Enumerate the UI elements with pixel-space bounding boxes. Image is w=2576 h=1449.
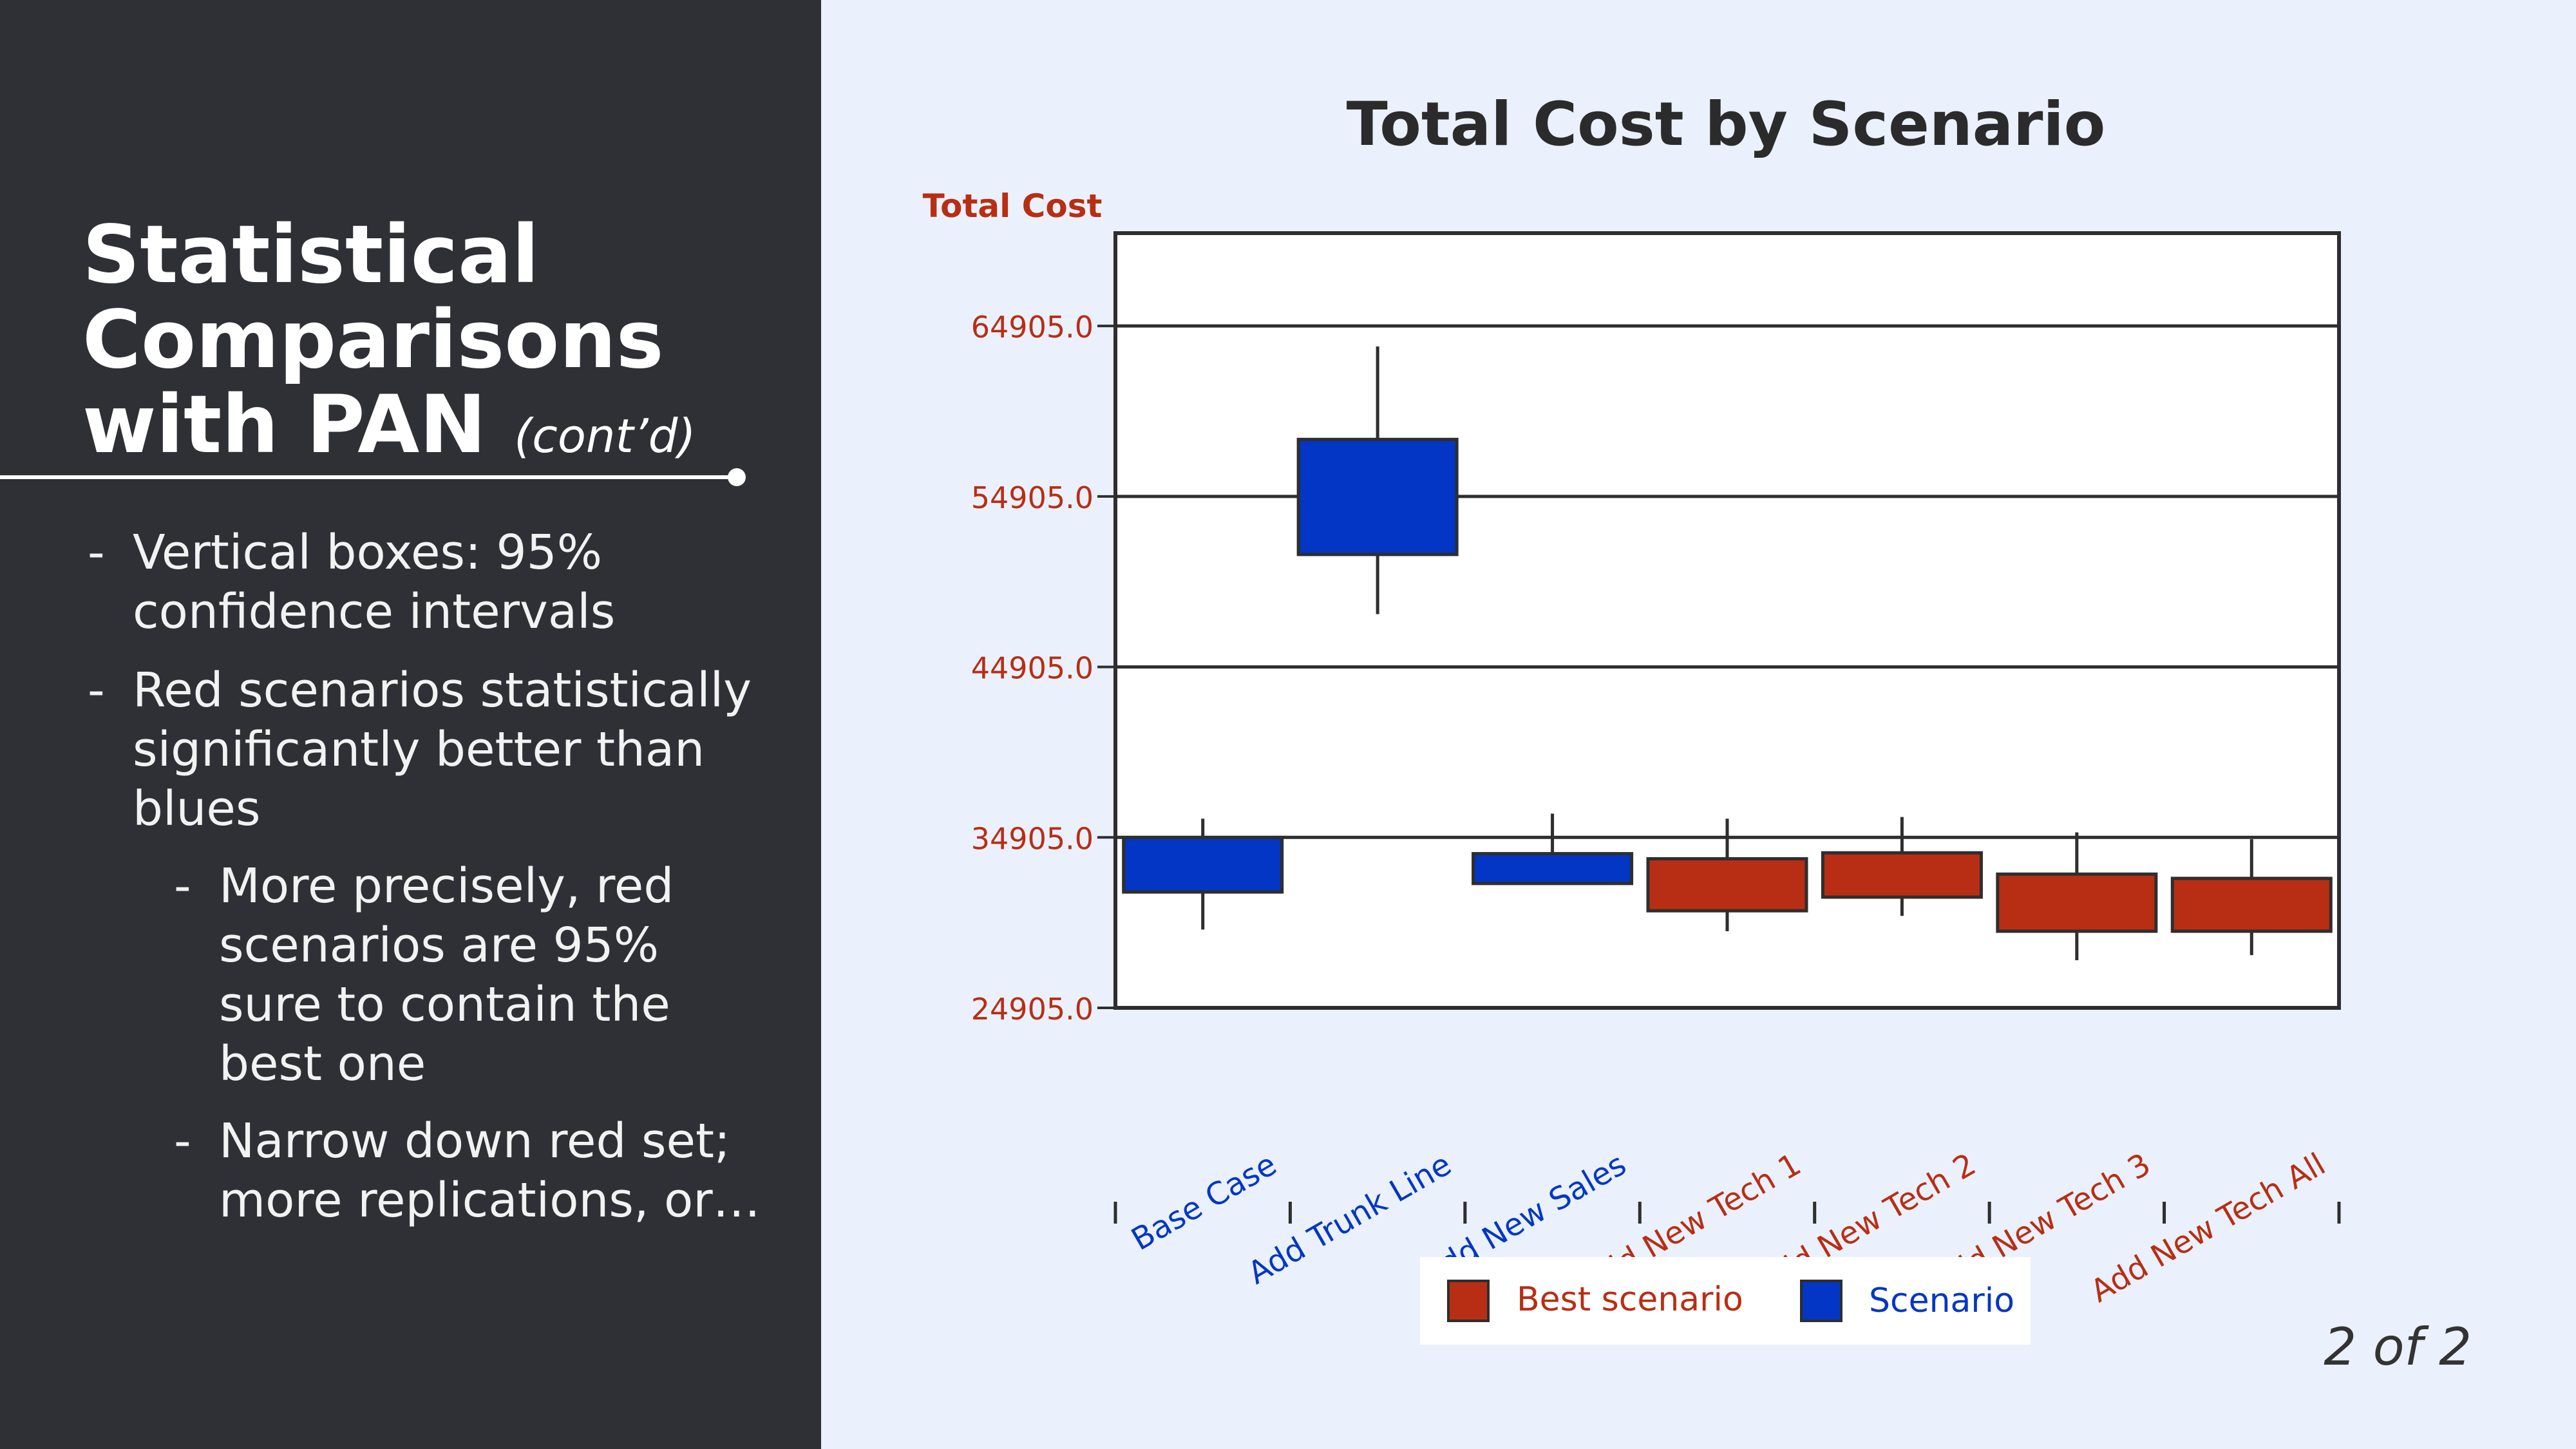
legend-label-scenario: Scenario — [1869, 1282, 2015, 1320]
bullet-item: - Red scenarios statistically significan… — [88, 661, 783, 838]
slide-title: Statistical Comparisons with PAN (cont’d… — [82, 213, 791, 478]
legend-label-best: Best scenario — [1517, 1280, 1743, 1319]
title-divider-dot — [728, 468, 746, 486]
bullet-text: Red scenarios statistically significantl… — [133, 663, 752, 837]
bullet-text: Vertical boxes: 95% confidence intervals — [133, 525, 616, 639]
y-tick-label: 44905.0 — [971, 651, 1094, 686]
y-tick-label: 34905.0 — [971, 821, 1094, 856]
confidence-box — [1472, 852, 1634, 886]
confidence-box — [1122, 835, 1284, 894]
confidence-box — [1821, 851, 1983, 899]
y-tick-label: 24905.0 — [971, 992, 1094, 1027]
y-tick-label: 54905.0 — [971, 480, 1094, 515]
bullet-dash: - — [174, 1113, 191, 1169]
chart-legend: Best scenario Scenario — [1420, 1257, 2031, 1345]
bullet-dash: - — [88, 663, 105, 718]
confidence-box — [1296, 437, 1459, 556]
chart-title: Total Cost by Scenario — [1347, 90, 2106, 160]
left-panel — [0, 0, 821, 1449]
slide-title-main: Statistical Comparisons with PAN — [82, 209, 664, 471]
bullet-text: Narrow down red set; more replications, … — [219, 1113, 761, 1228]
confidence-box — [2170, 876, 2333, 933]
confidence-box — [1646, 857, 1808, 913]
bullet-dash: - — [88, 525, 105, 580]
sub-bullet-item: - Narrow down red set; more replications… — [174, 1112, 773, 1230]
confidence-box — [1996, 872, 2158, 933]
legend-swatch-best — [1447, 1280, 1490, 1322]
legend-swatch-scenario — [1800, 1280, 1842, 1322]
bullet-dash: - — [174, 858, 191, 914]
bullet-item: - Vertical boxes: 95% confidence interva… — [88, 523, 783, 641]
y-tick-label: 64905.0 — [971, 310, 1094, 345]
bullet-text: More precisely, red scenarios are 95% su… — [219, 858, 674, 1092]
y-axis-label: Total Cost — [923, 187, 1103, 225]
title-divider — [0, 475, 737, 479]
sub-bullet-item: - More precisely, red scenarios are 95% … — [174, 857, 773, 1094]
slide-title-sub: (cont’d) — [514, 409, 696, 463]
x-tick-label: Base Case — [1126, 1146, 1283, 1258]
page-number: 2 of 2 — [2324, 1317, 2472, 1377]
